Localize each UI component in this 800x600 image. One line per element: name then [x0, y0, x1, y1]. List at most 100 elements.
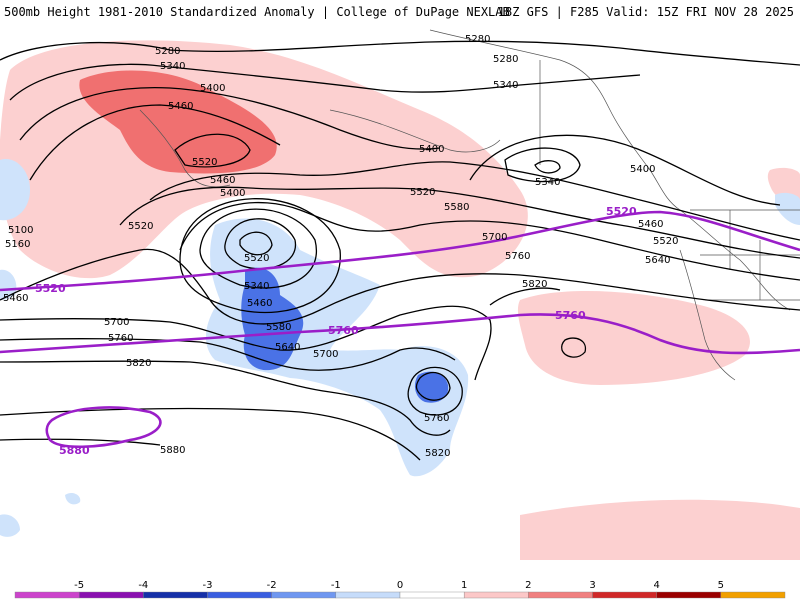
height-contour: [224, 218, 296, 270]
contour-label: 5760: [424, 413, 449, 424]
height-contour: [0, 248, 800, 325]
contour-label: 5340: [160, 61, 185, 72]
contour-label: 5340: [493, 80, 518, 91]
contour-label: 5460: [210, 175, 235, 186]
contour-label: 5520: [653, 236, 678, 247]
anomaly-colorbar: -5 -4 -3 -2 -1 0 1 2 3 4 5: [0, 578, 800, 600]
height-contour: [560, 337, 587, 358]
colorbar-segment: [399, 591, 465, 599]
contour-label: 5520: [410, 187, 435, 198]
negative-anomaly-shading: [0, 159, 800, 537]
positive-anomaly-area: [79, 70, 277, 174]
colorbar-tick-label: 2: [525, 580, 531, 591]
model-valid-time: 18Z GFS | F285 Valid: 15Z FRI NOV 28 202…: [497, 5, 794, 19]
contour-label: 5460: [3, 293, 28, 304]
colorbar-segment: [335, 591, 401, 599]
climatology-label: 5760: [328, 324, 359, 337]
contour-label: 5280: [465, 34, 490, 45]
colorbar-tick-label: -2: [267, 580, 277, 591]
height-contour: [19, 86, 441, 150]
height-contour: [469, 134, 781, 206]
coastline: [329, 109, 501, 153]
height-contour: [179, 201, 800, 281]
height-contour: [407, 366, 463, 416]
colorbar-segment: [720, 591, 786, 599]
height-contour: [9, 63, 641, 101]
contour-label: 5160: [5, 239, 30, 250]
anomaly-map: 5280 5340 5400 5460 5520 5280 5280 5340 …: [0, 24, 800, 578]
contour-label: 5280: [155, 46, 180, 57]
coastline: [679, 249, 736, 381]
colorbar-tick-label: 1: [461, 580, 467, 591]
height-contour: [0, 40, 800, 66]
negative-anomaly-area: [0, 514, 20, 537]
height-contour: [239, 231, 273, 256]
colorbar-segment: [528, 591, 593, 599]
contour-label: 5700: [104, 317, 129, 328]
contour-label: 5340: [244, 281, 269, 292]
height-contour: [29, 104, 281, 181]
coastlines: [139, 29, 800, 381]
height-contour: [0, 305, 492, 381]
contour-label-group: 5280 5340 5400 5460 5520 5280 5280 5340 …: [3, 34, 678, 459]
contour-label: 5880: [160, 445, 185, 456]
colorbar-segment: [592, 591, 657, 599]
climatology-contour: [45, 406, 162, 449]
contour-label: 5760: [108, 333, 133, 344]
height-contours: [0, 40, 800, 461]
contour-label: 5700: [482, 232, 507, 243]
contour-label: 5700: [313, 349, 338, 360]
contour-label: 5580: [266, 322, 291, 333]
climatology-contours: [0, 210, 800, 449]
coastline: [139, 109, 231, 188]
negative-anomaly-area: [414, 371, 449, 403]
contour-label: 5820: [522, 279, 547, 290]
climatology-label: 5880: [59, 444, 90, 457]
contour-label: 5820: [425, 448, 450, 459]
climatology-label: 5760: [555, 309, 586, 322]
colorbar-segment: [207, 591, 272, 599]
map-title: 500mb Height 1981-2010 Standardized Anom…: [4, 5, 510, 19]
colorbar-tick-label: 5: [718, 580, 724, 591]
positive-anomaly-area: [517, 290, 750, 385]
negative-anomaly-area: [65, 492, 81, 505]
height-contour: [415, 371, 451, 401]
contour-label: 5580: [444, 202, 469, 213]
colorbar-segment: [271, 591, 337, 599]
contour-label: 5520: [244, 253, 269, 264]
height-contour: [199, 208, 318, 289]
negative-anomaly-area: [241, 267, 304, 371]
climatology-label: 5520: [35, 282, 66, 295]
height-contour: [0, 338, 456, 371]
contour-label: 5760: [505, 251, 530, 262]
contour-label: 5400: [630, 164, 655, 175]
contour-label: 5100: [8, 225, 33, 236]
contour-label: 5460: [638, 219, 663, 230]
height-contour: [119, 186, 800, 259]
colorbar-tick-label: 4: [653, 580, 659, 591]
positive-anomaly-area: [520, 499, 800, 560]
contour-label: 5820: [126, 358, 151, 369]
colorbar-tick-label: 3: [589, 580, 595, 591]
height-contour: [174, 133, 251, 168]
positive-anomaly-shading: [0, 40, 800, 560]
height-contour: [534, 160, 561, 174]
negative-anomaly-area: [0, 269, 17, 300]
contour-label: 5520: [128, 221, 153, 232]
negative-anomaly-area: [0, 159, 30, 221]
climatology-contour: [0, 313, 800, 355]
coastline: [429, 29, 791, 311]
contour-label: 5340: [535, 177, 560, 188]
height-contour: [0, 438, 161, 446]
colorbar-tick-label: -5: [74, 580, 84, 591]
negative-anomaly-area: [775, 192, 800, 225]
contour-label: 5280: [493, 54, 518, 65]
map-header: 500mb Height 1981-2010 Standardized Anom…: [0, 0, 800, 24]
contour-label: 5640: [275, 342, 300, 353]
height-contour: [179, 198, 341, 314]
colorbar-segment: [143, 591, 208, 599]
contour-label: 5520: [192, 157, 217, 168]
height-contour: [0, 360, 451, 436]
contour-label: 5640: [645, 255, 670, 266]
colorbar-tick-label: -3: [203, 580, 213, 591]
